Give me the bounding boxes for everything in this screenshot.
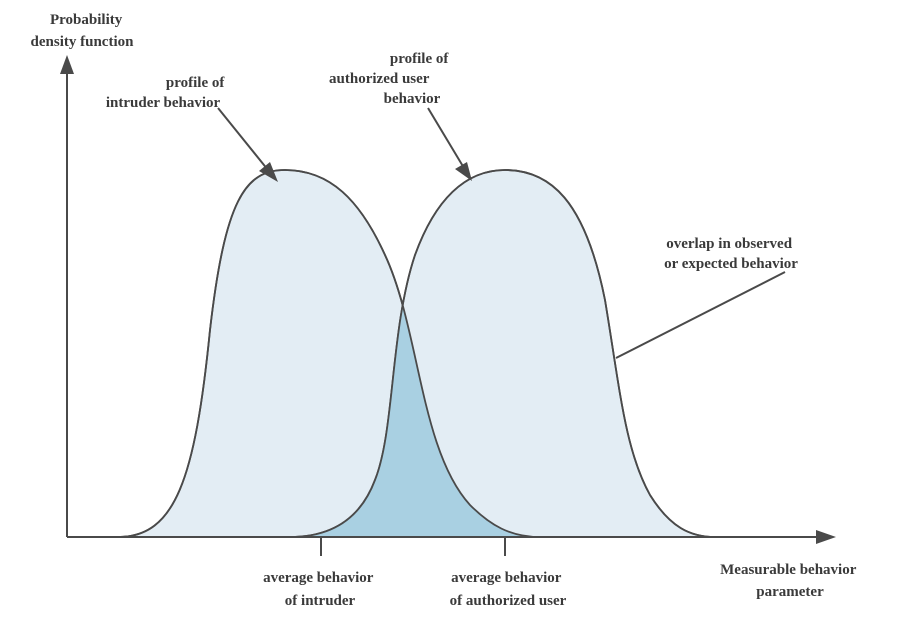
intruder-outline xyxy=(117,169,541,538)
intruder-profile-label-line-2: intruder behavior xyxy=(106,95,221,111)
y-axis-label-line-1: Probability xyxy=(50,12,123,28)
overlap-label: overlap in observed or expected behavior xyxy=(664,236,798,272)
authorized-profile-pointer xyxy=(427,107,465,169)
authorized-average-label: average behavior of authorized user xyxy=(450,570,567,609)
intruder-profile-label: profile of intruder behavior xyxy=(106,75,228,111)
overlap-pointer xyxy=(615,271,786,359)
y-axis-arrow xyxy=(60,55,74,74)
x-axis-label: Measurable behavior parameter xyxy=(720,562,860,600)
authorized-average-label-line-2: of authorized user xyxy=(450,593,567,609)
intruder-average-label: average behavior of intruder xyxy=(263,570,377,609)
x-axis-label-line-1: Measurable behavior xyxy=(720,562,857,578)
overlap-label-line-2: or expected behavior xyxy=(664,256,798,272)
authorized-outline xyxy=(289,169,716,538)
authorized-profile-label-line-3: behavior xyxy=(384,91,441,107)
x-axis-label-line-2: parameter xyxy=(756,584,824,600)
x-axis-arrow xyxy=(816,530,836,544)
authorized-average-label-line-1: average behavior xyxy=(451,570,562,586)
intruder-profile-pointer xyxy=(217,107,269,171)
authorized-profile-label-line-2: authorized user xyxy=(329,71,430,87)
y-axis-label: Probability density function xyxy=(31,12,135,50)
overlap-label-line-1: overlap in observed xyxy=(666,236,792,252)
y-axis-label-line-2: density function xyxy=(31,34,135,50)
intruder-profile-arrowhead xyxy=(259,162,278,182)
intruder-average-label-line-2: of intruder xyxy=(285,593,356,609)
authorized-profile-arrowhead xyxy=(455,162,472,181)
intruder-profile-label-line-1: profile of xyxy=(166,75,225,91)
intruder-average-label-line-1: average behavior xyxy=(263,570,374,586)
authorized-profile-label: profile of authorized user behavior xyxy=(329,51,452,107)
authorized-profile-label-line-1: profile of xyxy=(390,51,449,67)
